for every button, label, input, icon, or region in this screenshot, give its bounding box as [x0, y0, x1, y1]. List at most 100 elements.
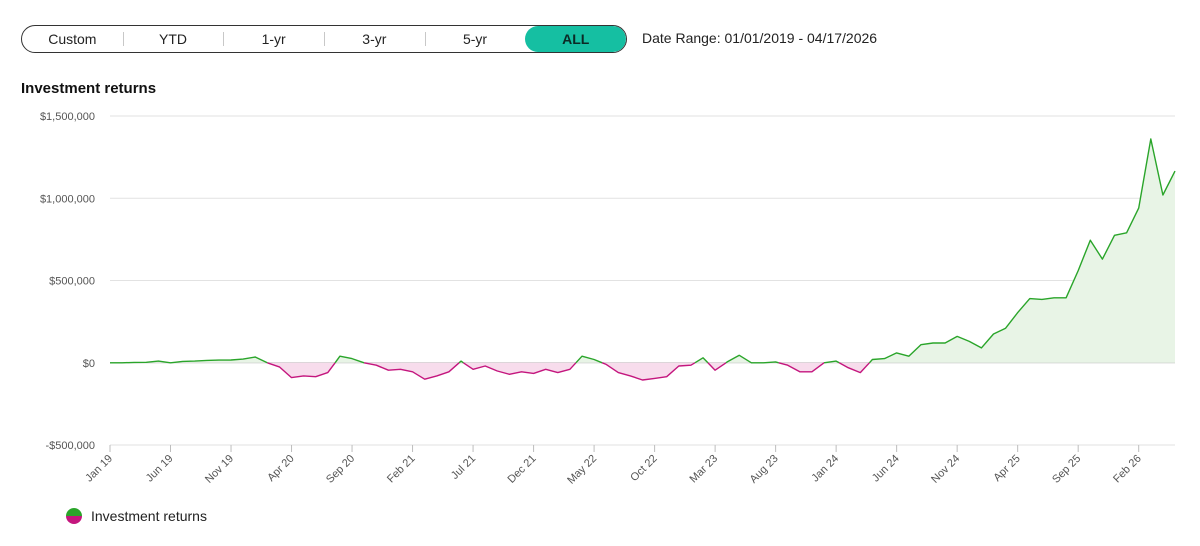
- data-point[interactable]: [459, 359, 463, 363]
- data-point[interactable]: [604, 362, 608, 366]
- data-point[interactable]: [1100, 257, 1104, 261]
- data-point[interactable]: [1028, 297, 1032, 301]
- data-point[interactable]: [653, 376, 657, 380]
- data-point[interactable]: [1161, 193, 1165, 197]
- data-point[interactable]: [241, 357, 245, 361]
- data-point[interactable]: [1173, 169, 1177, 173]
- data-point[interactable]: [411, 370, 415, 374]
- data-point[interactable]: [689, 363, 693, 367]
- data-point[interactable]: [713, 368, 717, 372]
- data-point[interactable]: [495, 369, 499, 373]
- data-point[interactable]: [907, 354, 911, 358]
- data-point[interactable]: [1004, 326, 1008, 330]
- data-point[interactable]: [895, 351, 899, 355]
- data-point[interactable]: [386, 368, 390, 372]
- data-point[interactable]: [1112, 233, 1116, 237]
- data-point[interactable]: [979, 346, 983, 350]
- data-point[interactable]: [290, 376, 294, 380]
- range-button-1yr[interactable]: 1-yr: [223, 26, 324, 52]
- data-point[interactable]: [423, 377, 427, 381]
- data-point[interactable]: [435, 374, 439, 378]
- data-point[interactable]: [592, 357, 596, 361]
- data-point[interactable]: [580, 354, 584, 358]
- data-point[interactable]: [556, 371, 560, 375]
- data-point[interactable]: [616, 371, 620, 375]
- data-point[interactable]: [544, 367, 548, 371]
- data-point[interactable]: [193, 359, 197, 363]
- data-point[interactable]: [108, 361, 112, 365]
- data-point[interactable]: [169, 361, 173, 365]
- data-point[interactable]: [229, 358, 233, 362]
- data-point[interactable]: [1137, 206, 1141, 210]
- data-point[interactable]: [786, 363, 790, 367]
- data-point[interactable]: [253, 355, 257, 359]
- data-point[interactable]: [955, 334, 959, 338]
- data-point[interactable]: [519, 370, 523, 374]
- data-point[interactable]: [931, 341, 935, 345]
- data-point[interactable]: [749, 361, 753, 365]
- range-button-custom[interactable]: Custom: [48, 31, 97, 47]
- data-point[interactable]: [1064, 296, 1068, 300]
- data-point[interactable]: [471, 367, 475, 371]
- positive-line-segment: [575, 355, 603, 364]
- data-point[interactable]: [277, 365, 281, 369]
- data-point[interactable]: [205, 358, 209, 362]
- data-point[interactable]: [810, 370, 814, 374]
- data-point[interactable]: [943, 341, 947, 345]
- data-point[interactable]: [132, 360, 136, 364]
- data-point[interactable]: [1125, 231, 1129, 235]
- data-point[interactable]: [265, 361, 269, 365]
- data-point[interactable]: [641, 378, 645, 382]
- data-point[interactable]: [144, 360, 148, 364]
- data-point[interactable]: [568, 367, 572, 371]
- data-point[interactable]: [374, 363, 378, 367]
- data-point[interactable]: [846, 366, 850, 370]
- range-button-3yr[interactable]: 3-yr: [324, 26, 425, 52]
- data-point[interactable]: [628, 374, 632, 378]
- data-point[interactable]: [507, 372, 511, 376]
- data-point[interactable]: [314, 375, 318, 379]
- data-point[interactable]: [822, 361, 826, 365]
- data-point[interactable]: [1149, 137, 1153, 141]
- range-button-ytd[interactable]: YTD: [122, 26, 224, 52]
- data-point[interactable]: [677, 364, 681, 368]
- data-point[interactable]: [762, 361, 766, 365]
- data-point[interactable]: [181, 359, 185, 363]
- data-point[interactable]: [483, 364, 487, 368]
- data-point[interactable]: [1088, 238, 1092, 242]
- data-point[interactable]: [326, 371, 330, 375]
- data-point[interactable]: [725, 360, 729, 364]
- data-point[interactable]: [398, 367, 402, 371]
- data-point[interactable]: [858, 371, 862, 375]
- data-point[interactable]: [834, 359, 838, 363]
- negative-line-segment: [463, 362, 577, 375]
- data-point[interactable]: [798, 370, 802, 374]
- data-point[interactable]: [701, 356, 705, 360]
- data-point[interactable]: [447, 370, 451, 374]
- data-point[interactable]: [883, 357, 887, 361]
- data-point[interactable]: [217, 358, 221, 362]
- data-point[interactable]: [532, 371, 536, 375]
- data-point[interactable]: [1076, 269, 1080, 273]
- data-point[interactable]: [774, 360, 778, 364]
- data-point[interactable]: [919, 343, 923, 347]
- range-button-5yr[interactable]: 5-yr: [424, 26, 526, 52]
- negative-area: [602, 362, 695, 380]
- data-point[interactable]: [350, 357, 354, 361]
- positive-area: [726, 355, 779, 363]
- data-point[interactable]: [870, 357, 874, 361]
- legend-label: Investment returns: [91, 508, 207, 524]
- data-point[interactable]: [665, 375, 669, 379]
- data-point[interactable]: [156, 359, 160, 363]
- data-point[interactable]: [991, 332, 995, 336]
- data-point[interactable]: [1016, 311, 1020, 315]
- data-point[interactable]: [1040, 297, 1044, 301]
- data-point[interactable]: [967, 339, 971, 343]
- data-point[interactable]: [362, 361, 366, 365]
- data-point[interactable]: [302, 374, 306, 378]
- data-point[interactable]: [120, 361, 124, 365]
- data-point[interactable]: [1052, 296, 1056, 300]
- data-point[interactable]: [338, 354, 342, 358]
- range-button-all[interactable]: ALL: [525, 26, 626, 52]
- data-point[interactable]: [737, 353, 741, 357]
